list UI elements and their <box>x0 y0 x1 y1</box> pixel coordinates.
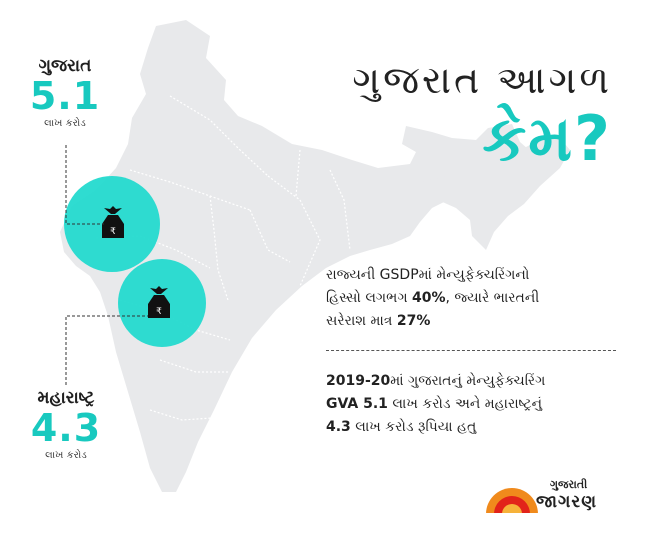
headline-line1: ગુજરાત આગળ <box>352 58 612 102</box>
info1-line3: સરેરાશ માત્ર 27% <box>326 313 431 329</box>
info-gva: 2019-20માં ગુજરાતનું મેન્યુફેક્ચરિંગ GVA… <box>326 370 626 439</box>
divider <box>326 350 616 351</box>
info1-line2: હિસ્સો લગભગ 40%, જ્યારે ભારતની <box>326 290 540 306</box>
gujarat-unit: લાખ કરોડ <box>44 118 86 129</box>
logo-line2: જાગરણ <box>536 492 598 512</box>
money-bag-icon <box>148 286 170 318</box>
rupee-symbol: ₹ <box>156 307 162 317</box>
info-gsdp-share: રાજ્યની GSDPમાં મેન્યુફેક્ચરિંગનો હિસ્સો… <box>326 264 626 333</box>
gujarat-connector <box>65 145 104 225</box>
sunrise-logo-icon <box>486 488 538 515</box>
info2-line3: 4.3 લાખ કરોડ રૂપિયા હતુ <box>326 419 477 435</box>
maharashtra-value: 4.3 <box>30 406 102 450</box>
info2-line1: 2019-20માં ગુજરાતનું મેન્યુફેક્ચરિંગ <box>326 373 546 389</box>
maharashtra-stat: મહારાષ્ટ્ર 4.3 લાખ કરોડ <box>14 388 118 461</box>
money-bag-icon <box>102 206 124 238</box>
maharashtra-unit: લાખ કરોડ <box>45 450 87 461</box>
headline: ગુજરાત આગળ કેમ? <box>352 58 612 176</box>
info1-line1: રાજ્યની GSDPમાં મેન્યુફેક્ચરિંગનો <box>326 267 530 283</box>
maharashtra-connector <box>65 315 148 385</box>
gujarat-stat: ગુજરાત 5.1 લાખ કરોડ <box>20 56 110 129</box>
gujarat-value: 5.1 <box>29 74 101 118</box>
maharashtra-label: મહારાષ્ટ્ર <box>37 388 95 408</box>
info2-line2: GVA 5.1 લાખ કરોડ અને મહારાષ્ટ્રનું <box>326 396 542 412</box>
headline-line2: કેમ? <box>482 102 612 175</box>
logo-line1: ગુજરાતી <box>550 478 588 491</box>
gujarati-jagran-logo: ગુજરાતી જાગરણ <box>482 474 596 522</box>
northeast-shape <box>420 138 570 250</box>
rupee-symbol: ₹ <box>110 227 116 237</box>
india-mainland-shape <box>60 20 536 492</box>
gujarat-label: ગુજરાત <box>38 56 92 76</box>
